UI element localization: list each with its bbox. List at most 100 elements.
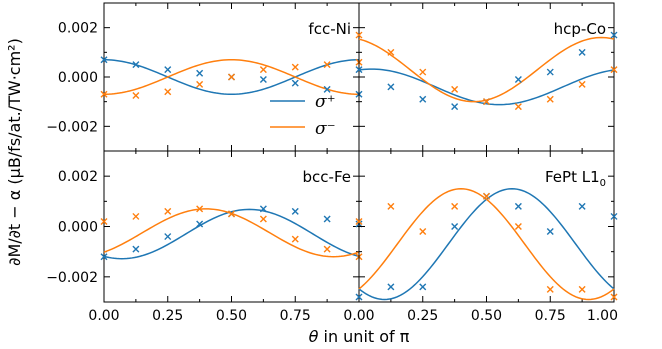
point-sigma-plus <box>514 75 522 83</box>
point-sigma-minus <box>323 61 331 69</box>
point-sigma-plus <box>610 212 618 220</box>
point-sigma-plus <box>578 48 586 56</box>
point-sigma-minus <box>546 285 554 293</box>
point-sigma-minus <box>228 73 235 81</box>
x-tick-label: 0.00 <box>343 308 374 324</box>
point-sigma-minus <box>355 217 363 225</box>
point-sigma-minus <box>196 205 204 213</box>
y-tick-label: −0.002 <box>46 270 98 286</box>
point-sigma-minus <box>483 192 490 200</box>
point-sigma-minus <box>259 66 267 74</box>
point-sigma-minus <box>546 95 554 103</box>
point-sigma-minus <box>578 285 586 293</box>
point-sigma-plus <box>546 228 554 236</box>
point-sigma-plus <box>546 68 554 76</box>
panel-title: FePt L10 <box>545 168 606 189</box>
point-sigma-minus <box>164 88 172 96</box>
curve-sigma-plus <box>103 58 360 96</box>
point-sigma-minus <box>610 66 618 74</box>
point-sigma-plus <box>164 66 172 74</box>
point-sigma-minus <box>196 80 204 88</box>
y-tick-label: 0.002 <box>58 169 98 185</box>
point-sigma-minus <box>132 92 140 99</box>
curve-sigma-plus <box>103 208 360 260</box>
point-sigma-plus <box>578 202 586 210</box>
point-sigma-minus <box>100 90 108 98</box>
x-axis-label: θ in unit of π <box>309 327 410 346</box>
point-sigma-minus <box>419 68 427 76</box>
point-sigma-minus <box>132 212 140 220</box>
point-sigma-plus <box>259 205 267 213</box>
point-sigma-minus <box>291 63 299 71</box>
legend: σ⁺ σ⁻ <box>270 92 336 139</box>
point-sigma-plus <box>100 253 108 261</box>
point-sigma-plus <box>259 75 267 83</box>
point-sigma-plus <box>132 245 140 253</box>
curve-sigma-minus <box>358 36 615 103</box>
panel-fept-l10: FePt L10 <box>355 150 618 303</box>
y-tick-label: 0.000 <box>58 220 98 236</box>
panel-fcc-ni: fcc-Ni <box>100 2 363 152</box>
point-sigma-minus <box>164 207 172 215</box>
point-sigma-minus <box>291 235 299 243</box>
point-sigma-minus <box>387 48 395 56</box>
point-sigma-plus <box>451 103 459 111</box>
panels: fcc-Ni hcp-Co bcc-Fe FePt L10 0.002 0.000 −0.0… <box>46 2 618 324</box>
x-tick-label: 1.00 <box>587 308 618 324</box>
point-sigma-minus <box>578 80 586 88</box>
legend-label-sigma-minus: σ⁻ <box>315 119 336 139</box>
point-sigma-minus <box>323 245 331 253</box>
point-sigma-plus <box>196 220 204 228</box>
point-sigma-plus <box>419 95 427 103</box>
point-sigma-plus <box>419 283 427 291</box>
point-sigma-plus <box>355 66 363 74</box>
x-tick-label: 0.25 <box>152 308 183 324</box>
point-sigma-plus <box>323 215 331 223</box>
x-tick-label: 0.50 <box>471 308 502 324</box>
curve-sigma-minus <box>103 208 360 258</box>
point-sigma-minus <box>514 103 522 111</box>
point-sigma-plus <box>387 283 395 291</box>
x-tick-label: 0.25 <box>407 308 438 324</box>
point-sigma-minus <box>514 223 522 230</box>
point-sigma-plus <box>291 79 299 87</box>
point-sigma-plus <box>387 83 395 91</box>
x-tick-label: 0.50 <box>216 308 247 324</box>
y-tick-label: 0.002 <box>58 21 98 37</box>
point-sigma-plus <box>355 293 363 301</box>
legend-label-sigma-plus: σ⁺ <box>315 92 336 112</box>
point-sigma-minus <box>610 293 618 301</box>
point-sigma-minus <box>387 202 395 210</box>
point-sigma-minus <box>100 217 108 225</box>
point-sigma-plus <box>451 223 459 230</box>
x-tick-label: 0.75 <box>280 308 311 324</box>
point-sigma-plus <box>610 31 618 39</box>
panel-hcp-co: hcp-Co <box>355 2 618 152</box>
point-sigma-plus <box>132 61 140 69</box>
curve-sigma-minus <box>358 187 615 301</box>
point-sigma-minus <box>451 202 459 210</box>
point-sigma-plus <box>100 56 108 64</box>
point-sigma-minus <box>259 215 267 223</box>
y-axis-label: ∂M/∂t − α (μB/fs/at./TW·cm²) <box>5 38 24 266</box>
point-sigma-plus <box>196 69 204 77</box>
point-sigma-plus <box>514 202 522 210</box>
point-sigma-minus <box>451 85 459 93</box>
point-sigma-plus <box>291 207 299 215</box>
point-sigma-plus <box>323 85 331 93</box>
y-tick-label: −0.002 <box>46 119 98 135</box>
point-sigma-plus <box>164 233 172 241</box>
panel-title: fcc-Ni <box>308 20 351 38</box>
y-tick-label: 0.000 <box>58 70 98 86</box>
x-tick-label: 0.75 <box>535 308 566 324</box>
point-sigma-minus <box>483 98 490 106</box>
curve-sigma-minus <box>103 58 360 96</box>
x-tick-label: 0.00 <box>88 308 119 324</box>
point-sigma-minus <box>228 210 235 218</box>
curve-sigma-plus <box>358 68 615 106</box>
panel-bcc-fe: bcc-Fe <box>100 150 363 303</box>
panel-title: hcp-Co <box>554 20 606 38</box>
panel-title: bcc-Fe <box>303 168 351 186</box>
point-sigma-minus <box>419 228 427 236</box>
